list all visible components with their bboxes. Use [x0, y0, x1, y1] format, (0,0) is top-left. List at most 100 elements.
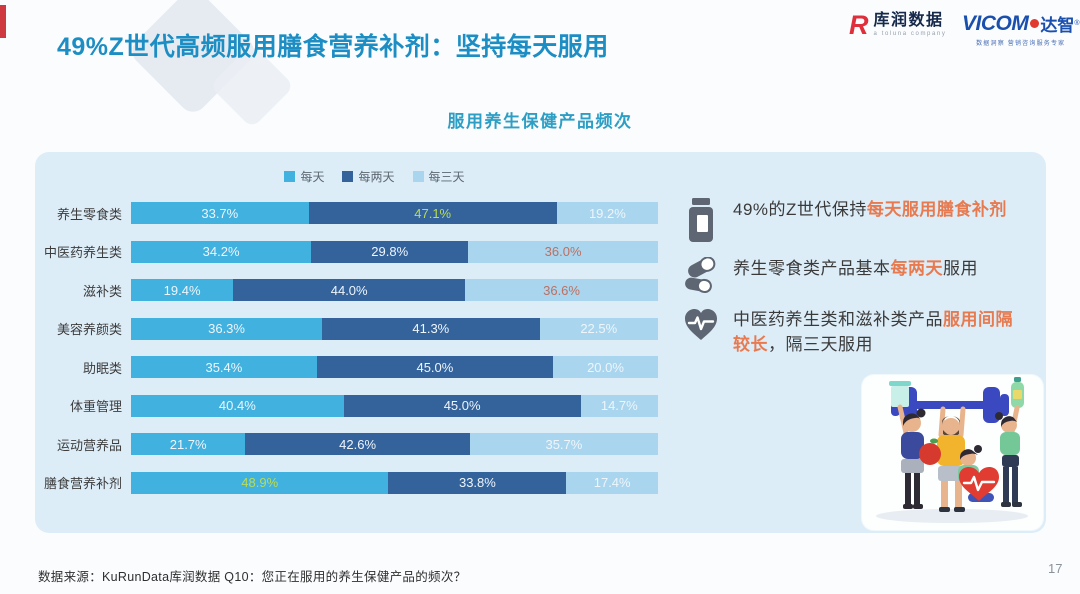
- stacked-bar: 21.7% 42.6% 35.7%: [131, 433, 658, 455]
- bar-segment-每天: 19.4%: [131, 279, 234, 301]
- bar-segment-每三天: 19.2%: [556, 202, 658, 224]
- insight-text: 中医药养生类和滋补类产品服用间隔较长，隔三天服用: [733, 308, 1029, 357]
- chart-row: 助眠类 35.4% 45.0% 20.0%: [35, 356, 695, 378]
- insight-plain-text: ，隔三天服用: [768, 334, 873, 354]
- chart-rows: 养生零食类 33.7% 47.1% 19.2% 中医药养生类 34.2% 29.8% 36.0…: [35, 202, 695, 510]
- kurun-logo-name: 库润数据: [873, 12, 944, 29]
- bar-segment-每两天: 42.6%: [245, 433, 470, 455]
- bar-segment-每两天: 45.0%: [343, 394, 581, 417]
- chart-title: 服用养生保健产品频次: [447, 112, 633, 131]
- kurun-logo-mark: R: [849, 10, 869, 40]
- stacked-bar: 40.4% 45.0% 14.7%: [131, 394, 658, 417]
- page-title: 49%Z世代高频服用膳食营养补剂：坚持每天服用: [57, 33, 609, 61]
- legend-swatch: [342, 171, 354, 182]
- legend-label: 每天: [300, 170, 325, 184]
- segment-value-label: 14.7%: [600, 398, 638, 413]
- bar-segment-每三天: 14.7%: [580, 394, 658, 417]
- chart-row: 滋补类 19.4% 44.0% 36.6%: [35, 279, 695, 301]
- segment-value-label: 36.3%: [208, 321, 245, 336]
- insight-highlight: 每天服用膳食补剂: [866, 200, 1007, 219]
- data-source-note: 数据来源：KuRunData库润数据 Q10：您正在服用的养生保健产品的频次？: [38, 570, 467, 584]
- insight-highlight: 每两天: [890, 259, 943, 278]
- bar-segment-每三天: 20.0%: [553, 356, 658, 378]
- kurun-logo-tagline: a toluna company: [873, 31, 947, 37]
- bar-segment-每三天: 17.4%: [566, 471, 658, 494]
- segment-value-label: 34.2%: [202, 244, 240, 259]
- category-label: 助眠类: [82, 360, 122, 376]
- category-label: 滋补类: [82, 283, 122, 299]
- category-label: 中医药养生类: [43, 245, 122, 260]
- category-label: 膳食营养补剂: [43, 476, 122, 491]
- vicom-logo: VICOM 达智 ® 数据洞察 营销咨询服务专家: [962, 11, 1080, 47]
- chart-row: 养生零食类 33.7% 47.1% 19.2%: [35, 202, 695, 224]
- insights-list: 49%的Z世代保持每天服用膳食补剂 养生零食类产品基本每两天服用: [683, 198, 1043, 372]
- bar-segment-每天: 33.7%: [131, 202, 309, 224]
- segment-value-label: 36.0%: [544, 244, 582, 259]
- category-label: 美容养颜类: [56, 322, 122, 337]
- capsules-icon: [683, 257, 719, 293]
- chart-row: 膳食营养补剂 48.9% 33.8% 17.4%: [35, 471, 695, 494]
- segment-value-label: 17.4%: [593, 475, 631, 490]
- legend-label: 每两天: [358, 170, 395, 184]
- insight-plain-text: 服用: [943, 259, 978, 278]
- bar-segment-每天: 34.2%: [131, 240, 312, 263]
- category-label: 养生零食类: [56, 206, 122, 222]
- chart-row: 美容养颜类 36.3% 41.3% 22.5%: [35, 317, 695, 340]
- stacked-bar: 33.7% 47.1% 19.2%: [131, 202, 658, 224]
- stacked-bar: 19.4% 44.0% 36.6%: [131, 279, 658, 301]
- insight-item: 中医药养生类和滋补类产品服用间隔较长，隔三天服用: [683, 308, 1043, 357]
- bar-segment-每三天: 36.0%: [468, 240, 658, 263]
- segment-value-label: 33.8%: [458, 475, 496, 490]
- red-accent-bar: [0, 5, 6, 38]
- chart-legend: 每天 每两天 每三天: [111, 168, 638, 185]
- bar-segment-每两天: 33.8%: [388, 471, 567, 494]
- insight-item: 养生零食类产品基本每两天服用: [683, 257, 1043, 293]
- stacked-bar: 35.4% 45.0% 20.0%: [131, 356, 658, 378]
- segment-value-label: 45.0%: [416, 359, 454, 375]
- segment-value-label: 21.7%: [169, 436, 207, 452]
- bar-segment-每天: 21.7%: [131, 433, 246, 455]
- segment-value-label: 47.1%: [414, 205, 452, 221]
- segment-value-label: 40.4%: [218, 398, 256, 413]
- bar-segment-每三天: 36.6%: [465, 279, 658, 301]
- segment-value-label: 22.5%: [580, 321, 618, 336]
- bar-segment-每两天: 47.1%: [308, 202, 557, 224]
- vicom-logo-reg: ®: [1074, 20, 1080, 27]
- segment-value-label: 29.8%: [371, 244, 409, 259]
- heart-pulse-icon: [683, 308, 719, 342]
- bar-segment-每天: 36.3%: [131, 317, 323, 340]
- segment-value-label: 35.7%: [545, 436, 583, 452]
- pill-bottle-icon: [683, 198, 719, 242]
- vicom-logo-dot-icon: [1030, 19, 1040, 28]
- insight-item: 49%的Z世代保持每天服用膳食补剂: [683, 198, 1043, 242]
- healthy-people-illustration: [876, 377, 1028, 523]
- bar-segment-每三天: 22.5%: [539, 317, 658, 340]
- insight-plain-text: 中医药养生类和滋补类产品: [733, 310, 943, 329]
- segment-value-label: 35.4%: [205, 359, 243, 375]
- bar-segment-每两天: 29.8%: [311, 240, 469, 263]
- segment-value-label: 48.9%: [241, 475, 279, 490]
- vicom-logo-word: VICOM: [962, 12, 1029, 35]
- stacked-bar: 34.2% 29.8% 36.0%: [131, 240, 658, 263]
- segment-value-label: 41.3%: [412, 321, 450, 336]
- segment-value-label: 33.7%: [201, 205, 239, 221]
- vicom-logo-tagline: 数据洞察 营销咨询服务专家: [976, 41, 1066, 47]
- insight-text: 49%的Z世代保持每天服用膳食补剂: [733, 198, 1007, 223]
- bar-segment-每两天: 44.0%: [233, 279, 466, 301]
- chart-row: 中医药养生类 34.2% 29.8% 36.0%: [35, 240, 695, 263]
- bar-segment-每两天: 41.3%: [322, 317, 540, 340]
- page-number: 17: [1048, 561, 1063, 576]
- bar-segment-每天: 48.9%: [131, 471, 389, 494]
- segment-value-label: 45.0%: [443, 398, 481, 413]
- chart-row: 运动营养品 21.7% 42.6% 35.7%: [35, 433, 695, 455]
- insight-plain-text: 养生零食类产品基本: [733, 259, 891, 278]
- category-label: 体重管理: [69, 399, 122, 414]
- insight-highlight: 服用间隔较长: [733, 310, 1013, 354]
- bar-segment-每三天: 35.7%: [469, 433, 658, 455]
- insight-plain-text: 49%的Z世代保持: [733, 200, 867, 219]
- legend-swatch: [412, 171, 424, 182]
- chart-card: 每天 每两天 每三天 养生零食类 33.7% 47.1% 19.2% 中医药养生类 34.2%…: [35, 152, 1046, 533]
- stacked-bar: 36.3% 41.3% 22.5%: [131, 317, 658, 340]
- legend-swatch: [284, 171, 296, 182]
- illustration-panel: [862, 375, 1043, 530]
